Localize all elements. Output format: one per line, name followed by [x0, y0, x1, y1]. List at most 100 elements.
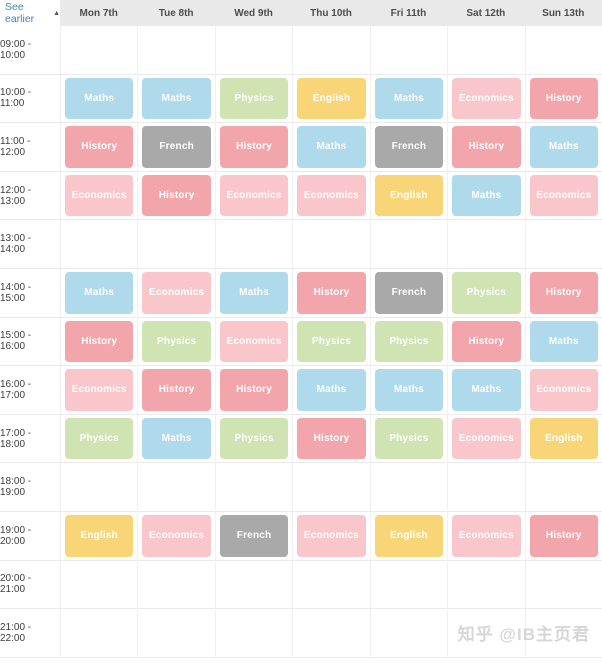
lesson-block[interactable]: Economics — [65, 174, 134, 217]
lesson-block[interactable]: English — [374, 174, 444, 217]
day-cell: English — [524, 414, 602, 464]
lesson-block[interactable]: English — [65, 514, 134, 557]
lesson-block[interactable]: Physics — [374, 320, 444, 363]
time-slot-label: 21:00 - 22:00 — [0, 609, 60, 658]
day-cell: History — [214, 123, 293, 172]
lesson-block[interactable]: Physics — [219, 417, 289, 460]
day-cell — [214, 220, 293, 269]
day-cell: History — [524, 268, 602, 318]
lesson-block[interactable]: Maths — [142, 77, 211, 120]
day-cell: English — [292, 74, 370, 124]
lesson-block[interactable]: Economics — [452, 417, 521, 460]
lesson-block[interactable]: English — [297, 77, 366, 120]
lesson-block[interactable]: Economics — [142, 514, 211, 557]
timetable-row: 17:00 - 18:00 Physics Maths Physics History P… — [0, 414, 602, 464]
lesson-block[interactable]: Maths — [374, 77, 444, 120]
day-cells: History Physics Economics Physics Physics His… — [60, 317, 602, 367]
lesson-block[interactable]: History — [65, 320, 134, 363]
day-cells: English Economics French Economics English Ec… — [60, 511, 602, 561]
day-cell: French — [369, 268, 448, 318]
lesson-block[interactable]: Economics — [219, 320, 289, 363]
lesson-block[interactable]: Maths — [297, 126, 366, 168]
lesson-block[interactable]: French — [374, 271, 444, 314]
lesson-block[interactable]: History — [142, 369, 211, 411]
lesson-block[interactable]: Economics — [529, 174, 598, 217]
lesson-block[interactable]: Physics — [65, 417, 134, 460]
lesson-block[interactable]: Economics — [297, 174, 366, 217]
lesson-block[interactable]: Maths — [65, 77, 134, 120]
day-cell: Economics — [137, 268, 215, 318]
lesson-block[interactable]: French — [142, 126, 211, 168]
day-cell: Physics — [369, 414, 448, 464]
lesson-block[interactable]: Physics — [219, 77, 289, 120]
lesson-block[interactable]: History — [297, 417, 366, 460]
day-header: Sat 12th — [466, 7, 506, 19]
time-slot-label: 12:00 - 13:00 — [0, 171, 60, 221]
lesson-block[interactable]: Maths — [529, 126, 598, 168]
lesson-block[interactable]: Maths — [529, 320, 598, 363]
lesson-block[interactable]: Economics — [219, 174, 289, 217]
day-cells — [60, 609, 602, 658]
lesson-block[interactable]: History — [297, 271, 366, 314]
day-cell: Maths — [369, 366, 448, 415]
day-cell — [214, 560, 293, 610]
day-cell: History — [447, 317, 525, 367]
time-slot-label: 19:00 - 20:00 — [0, 511, 60, 561]
lesson-block[interactable]: Economics — [297, 514, 366, 557]
day-cells: Maths Economics Maths History French Physics H… — [60, 268, 602, 318]
lesson-block[interactable]: French — [374, 126, 444, 168]
lesson-block[interactable]: History — [65, 126, 134, 168]
day-cells: Economics History History Maths Maths Maths Ec… — [60, 366, 602, 415]
lesson-block[interactable]: Physics — [374, 417, 444, 460]
lesson-block[interactable]: Maths — [142, 417, 211, 460]
lesson-block[interactable]: Physics — [297, 320, 366, 363]
lesson-block[interactable]: Economics — [452, 514, 521, 557]
lesson-block[interactable]: Economics — [65, 369, 134, 411]
lesson-block[interactable]: History — [529, 514, 598, 557]
lesson-block[interactable]: Maths — [452, 174, 521, 217]
collapse-caret-icon: ▲ — [53, 10, 60, 17]
lesson-block[interactable]: English — [374, 514, 444, 557]
day-cell — [447, 463, 525, 512]
day-header: Wed 9th — [234, 7, 273, 19]
day-cell: History — [447, 123, 525, 172]
day-cell: Maths — [60, 268, 138, 318]
lesson-block[interactable]: Maths — [65, 271, 134, 314]
lesson-block[interactable]: History — [219, 126, 289, 168]
timetable-row: 12:00 - 13:00 Economics History Economics Ec… — [0, 171, 602, 221]
timetable-row: 10:00 - 11:00 Maths Maths Physics English Mat… — [0, 74, 602, 124]
day-cell: History — [60, 123, 138, 172]
lesson-block[interactable]: Economics — [452, 77, 521, 120]
lesson-block[interactable]: Physics — [142, 320, 211, 363]
day-cell: Economics — [447, 414, 525, 464]
lesson-block[interactable]: Economics — [529, 369, 598, 411]
day-cell: History — [60, 317, 138, 367]
lesson-block[interactable]: History — [452, 320, 521, 363]
day-cells — [60, 463, 602, 512]
lesson-block[interactable]: History — [452, 126, 521, 168]
day-cell — [137, 220, 215, 269]
day-cell: Physics — [137, 317, 215, 367]
lesson-block[interactable]: Maths — [452, 369, 521, 411]
day-cell: Physics — [214, 414, 293, 464]
lesson-block[interactable]: History — [529, 271, 598, 314]
lesson-block[interactable]: Maths — [297, 369, 366, 411]
see-earlier-button[interactable]: See earlier ▲ — [0, 0, 60, 26]
lesson-block[interactable]: English — [529, 417, 598, 460]
day-cell: French — [214, 511, 293, 561]
lesson-block[interactable]: French — [219, 514, 289, 557]
lesson-block[interactable]: History — [219, 369, 289, 411]
day-cell — [292, 463, 370, 512]
lesson-block[interactable]: Maths — [219, 271, 289, 314]
lesson-block[interactable]: Economics — [142, 271, 211, 314]
lesson-block[interactable]: History — [142, 174, 211, 217]
lesson-block[interactable]: History — [529, 77, 598, 120]
day-cell: Economics — [447, 74, 525, 124]
day-header: Sun 13th — [542, 7, 585, 19]
day-header: Mon 7th — [79, 7, 118, 19]
lesson-block[interactable]: Physics — [452, 271, 521, 314]
lesson-block[interactable]: Maths — [374, 369, 444, 411]
time-slot-label: 18:00 - 19:00 — [0, 463, 60, 512]
day-header: Tue 8th — [158, 7, 194, 19]
day-cell — [214, 26, 293, 75]
